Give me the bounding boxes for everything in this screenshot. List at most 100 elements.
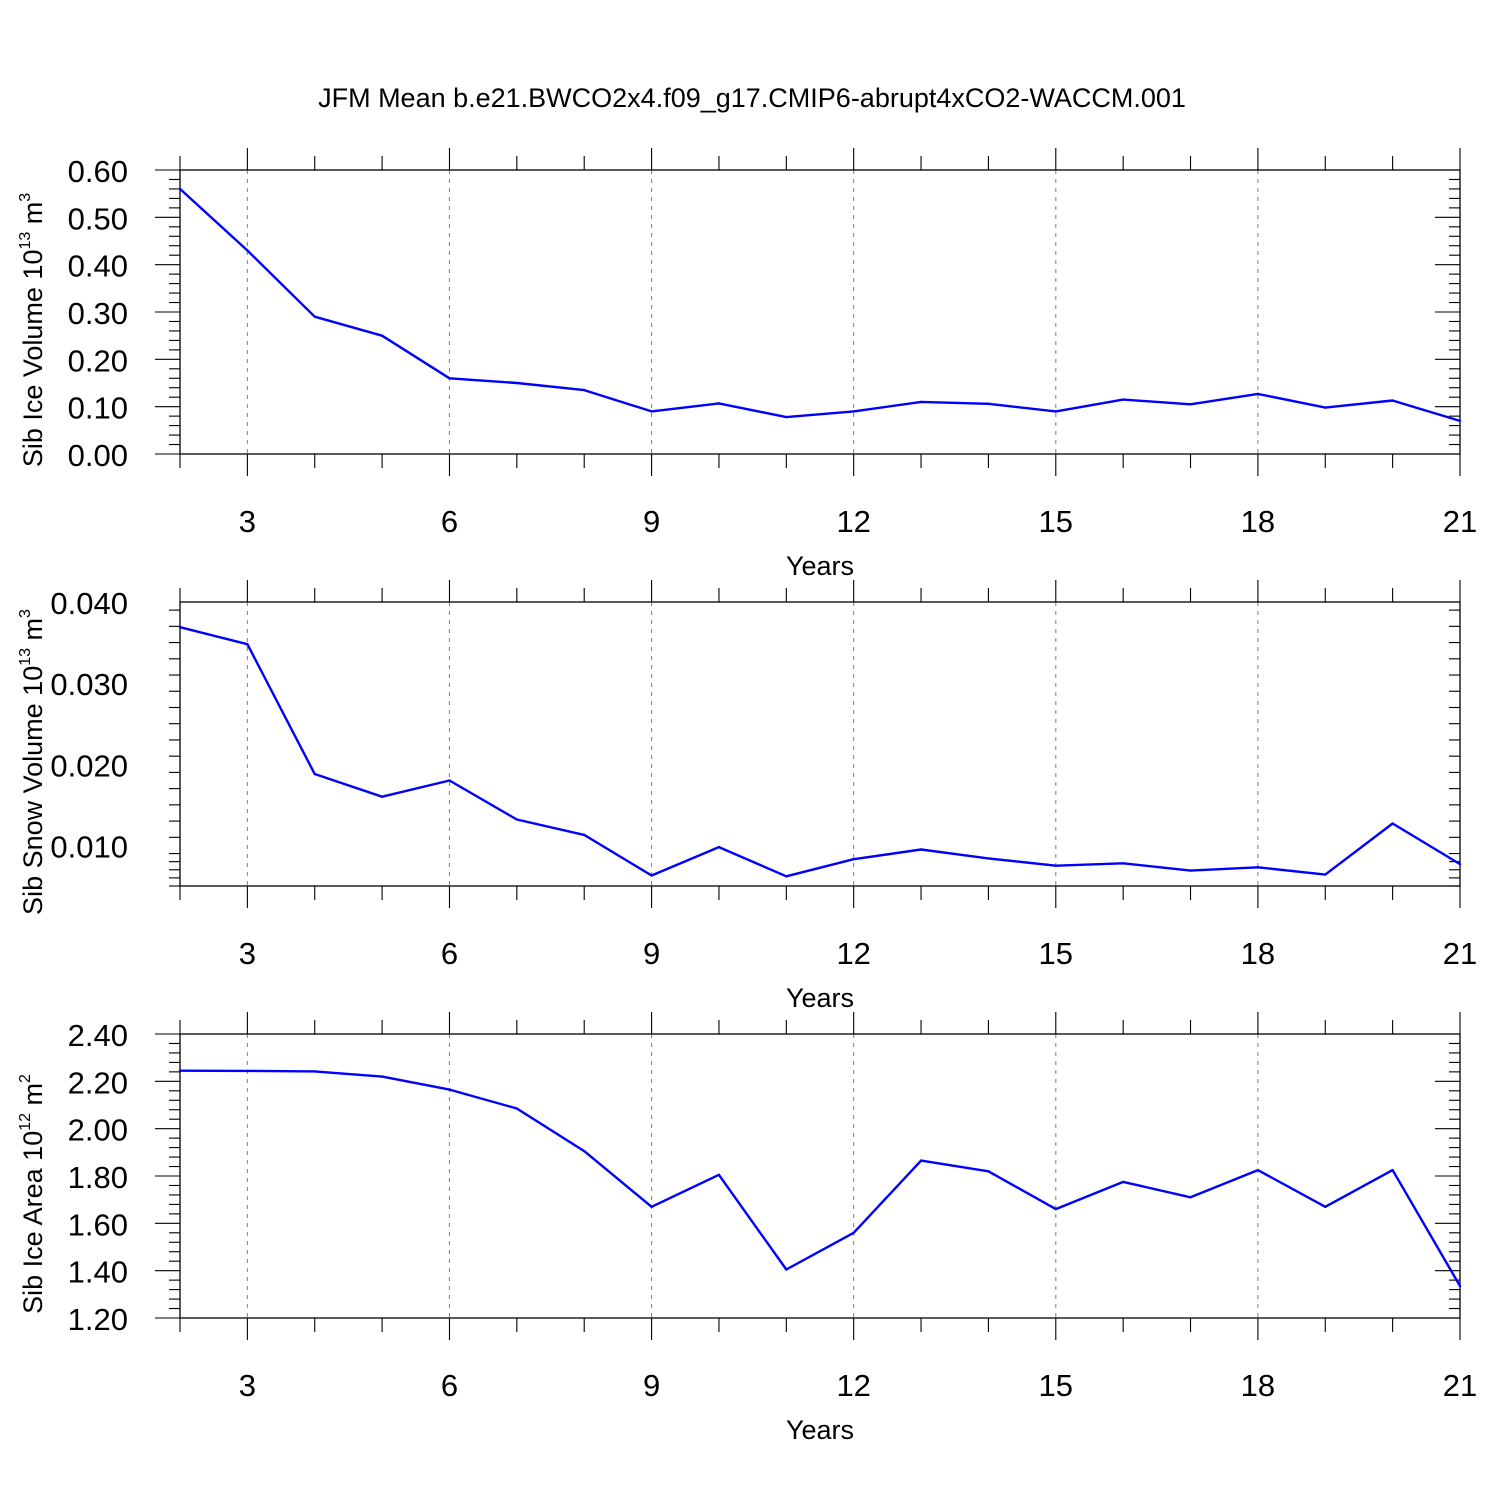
y-axis-label-text: Sib Ice Area 10	[18, 1131, 48, 1314]
y-axis-label-unit-exponent: 3	[17, 609, 34, 618]
data-point	[380, 795, 384, 798]
data-point	[1256, 866, 1260, 869]
y-tick-label: 0.50	[68, 201, 128, 236]
data-point	[380, 334, 384, 337]
x-axis-label: Years	[786, 983, 854, 1013]
data-point	[1324, 873, 1327, 876]
data-point	[785, 875, 788, 878]
data-point	[583, 1149, 586, 1153]
y-axis-label: Sib Ice Volume 1013 m3	[17, 193, 48, 467]
y-axis-label-exponent: 13	[17, 648, 34, 666]
data-point	[852, 1231, 855, 1235]
data-point	[650, 874, 653, 877]
x-tick-label: 15	[1039, 504, 1073, 539]
data-point	[1458, 1284, 1462, 1288]
y-axis-label-unit: m	[18, 1083, 48, 1113]
x-tick-label: 9	[643, 1368, 660, 1403]
panels: 3 6 9 12 15 18 21 Years 0.00 0.10 0.20 0.30 0.40 0.50…	[17, 148, 1477, 1445]
data-point	[515, 1107, 519, 1110]
data-point	[785, 415, 788, 419]
data-point	[1391, 399, 1394, 402]
x-tick-label: 18	[1241, 936, 1275, 971]
y-axis-label-text: Sib Snow Volume 10	[18, 666, 48, 915]
y-tick-label: 0.10	[68, 391, 128, 426]
x-tick-label: 21	[1443, 1368, 1477, 1403]
data-point	[1121, 398, 1125, 401]
series-line	[179, 188, 1461, 423]
y-axis-label-text: Sib Ice Volume 10	[18, 250, 48, 468]
y-tick-label: 1.20	[68, 1302, 128, 1337]
data-point	[852, 410, 855, 413]
data-point	[178, 1069, 182, 1072]
x-axis-label: Years	[786, 551, 854, 581]
x-tick-label: 12	[836, 936, 870, 971]
x-tick-label: 21	[1443, 936, 1477, 971]
series-line	[179, 626, 1461, 878]
data-point	[717, 402, 721, 405]
x-tick-label: 9	[643, 504, 660, 539]
y-tick-label: 0.020	[50, 748, 128, 783]
data-point	[717, 1173, 721, 1177]
data-point	[515, 381, 519, 385]
y-axis-label-unit: m	[18, 202, 48, 232]
x-tick-label: 15	[1039, 936, 1073, 971]
data-point	[246, 1069, 249, 1073]
data-point	[1121, 1180, 1125, 1184]
data-point	[448, 779, 451, 782]
data-point	[987, 1170, 990, 1173]
y-tick-label: 0.030	[50, 667, 128, 702]
x-tick-label: 9	[643, 936, 660, 971]
y-tick-label: 1.40	[68, 1255, 128, 1290]
x-tick-label: 3	[239, 1368, 256, 1403]
y-tick-label: 0.30	[68, 296, 128, 331]
x-axis-label: Years	[786, 1415, 854, 1445]
y-axis-label: Sib Snow Volume 1013 m3	[17, 609, 48, 915]
plot-frame	[179, 169, 1461, 455]
x-tick-label: 21	[1443, 504, 1477, 539]
x-tick-label: 3	[239, 504, 256, 539]
x-tick-label: 12	[836, 504, 870, 539]
y-tick-label: 1.80	[68, 1160, 128, 1195]
data-point	[448, 377, 451, 380]
data-point	[919, 400, 923, 404]
x-tick-label: 6	[441, 936, 458, 971]
data-point	[1054, 864, 1057, 867]
data-point	[178, 187, 182, 191]
x-tick-label: 6	[441, 504, 458, 539]
plot-frame	[179, 601, 1461, 887]
x-tick-label: 3	[239, 936, 256, 971]
y-tick-label: 0.010	[50, 829, 128, 864]
y-axis-label: Sib Ice Area 1012 m2	[17, 1074, 48, 1314]
y-tick-label: 2.40	[68, 1018, 128, 1053]
data-point	[1256, 392, 1260, 396]
data-point	[583, 388, 586, 392]
data-point	[515, 818, 519, 821]
y-tick-label: 0.00	[68, 438, 128, 473]
data-point	[1189, 869, 1192, 872]
data-point	[1054, 410, 1057, 413]
data-point	[313, 772, 316, 776]
x-tick-label: 18	[1241, 1368, 1275, 1403]
data-point	[1391, 1168, 1394, 1172]
x-tick-label: 12	[836, 1368, 870, 1403]
data-point	[650, 410, 653, 413]
data-point	[987, 402, 990, 406]
y-tick-label: 0.040	[50, 586, 128, 621]
data-point	[1189, 403, 1192, 406]
chart-panel-1: 3 6 9 12 15 18 21 Years 0.00 0.10 0.20 0.30 0.40 0.50…	[17, 148, 1477, 581]
data-point	[1256, 1168, 1260, 1172]
y-tick-label: 0.20	[68, 343, 128, 378]
data-point	[919, 1159, 923, 1162]
data-point	[583, 833, 586, 837]
y-axis-label-exponent: 13	[17, 232, 34, 250]
data-point	[717, 845, 721, 849]
data-point	[650, 1205, 653, 1208]
data-point	[785, 1268, 788, 1271]
data-point	[246, 642, 249, 646]
x-tick-label: 18	[1241, 504, 1275, 539]
x-tick-label: 15	[1039, 1368, 1073, 1403]
data-point	[313, 1070, 316, 1073]
data-point	[448, 1088, 451, 1091]
chart-panel-2: 3 6 9 12 15 18 21Years0.0100.0200.0300.040Sib …	[17, 580, 1477, 1013]
